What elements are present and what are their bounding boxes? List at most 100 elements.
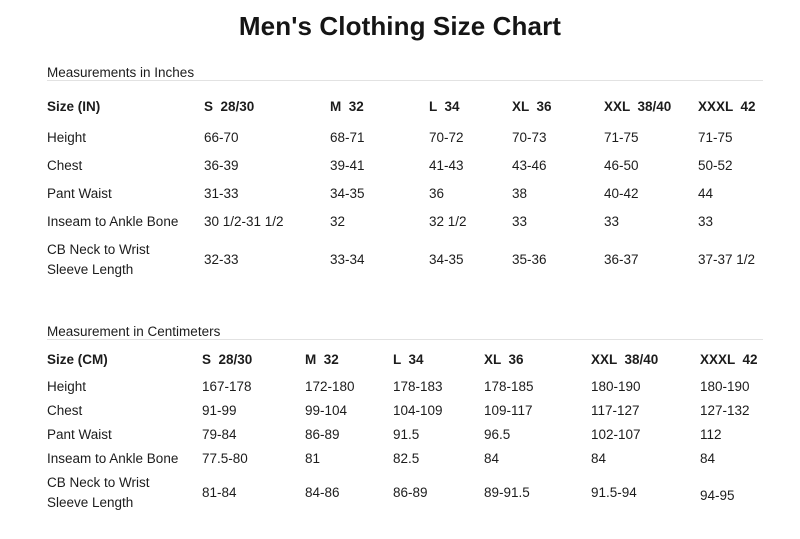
cell: 77.5-80 [202, 451, 248, 466]
cell: 37-37 1/2 [698, 252, 756, 267]
cell: 84 [700, 451, 716, 466]
cell: 43-46 [512, 158, 547, 173]
cell: 81 [305, 451, 321, 466]
cell: 38 [512, 186, 528, 201]
cell: 44 [698, 186, 714, 201]
row-label: Height [47, 379, 87, 394]
inches-size-table: Size (IN) S 28/30 M 32 L 34 XL 36 XXL 38… [47, 80, 763, 284]
row-label: Pant Waist [47, 186, 112, 201]
cell: 104-109 [393, 403, 443, 418]
column-header-s: S 28/30 [204, 99, 255, 114]
cell: 127-132 [700, 403, 750, 418]
table-row-chest: Chest 91-99 99-104 104-109 109-117 117-1… [47, 399, 763, 423]
table-row-chest: Chest 36-39 39-41 41-43 43-46 46-50 50-5… [47, 152, 763, 180]
cell: 99-104 [305, 403, 348, 418]
cell: 79-84 [202, 427, 237, 442]
cell: 36-37 [604, 252, 639, 267]
column-header-s: S 28/30 [202, 352, 253, 367]
centimeters-size-table: Size (CM) S 28/30 M 32 L 34 XL 36 XXL 38… [47, 339, 763, 515]
table-row-height: Height 167-178 172-180 178-183 178-185 1… [47, 375, 763, 399]
cell: 117-127 [591, 403, 640, 418]
cell: 178-183 [393, 379, 443, 394]
cell: 32 1/2 [429, 214, 467, 229]
column-header-l: L 34 [429, 99, 460, 114]
row-label: CB Neck to Wrist Sleeve Length [47, 242, 150, 277]
row-label: Height [47, 130, 87, 145]
cell: 112 [700, 427, 722, 442]
inches-subtitle: Measurements in Inches [47, 65, 195, 80]
column-header-xxxl: XXXL 42 [698, 99, 756, 114]
cell: 35-36 [512, 252, 547, 267]
cell: 81-84 [202, 485, 237, 500]
cell: 46-50 [604, 158, 639, 173]
row-label: Chest [47, 158, 83, 173]
cell: 91.5 [393, 427, 420, 442]
cell: 96.5 [484, 427, 511, 442]
column-header-xl: XL 36 [484, 352, 524, 367]
cell: 41-43 [429, 158, 464, 173]
page-title: Men's Clothing Size Chart [238, 11, 562, 41]
cell: 82.5 [393, 451, 420, 466]
cell: 89-91.5 [484, 485, 530, 500]
cell: 102-107 [591, 427, 641, 442]
cell: 84 [591, 451, 607, 466]
row-label: Inseam to Ankle Bone [47, 214, 179, 229]
cell: 84 [484, 451, 500, 466]
row-label: Pant Waist [47, 427, 112, 442]
column-header-size: Size (IN) [47, 99, 101, 114]
cell: 30 1/2-31 1/2 [204, 214, 284, 229]
table-row-cb-neck: CB Neck to Wrist Sleeve Length 81-84 84-… [47, 471, 763, 515]
cell: 172-180 [305, 379, 355, 394]
cell: 178-185 [484, 379, 534, 394]
cell: 86-89 [393, 485, 428, 500]
column-header-xxl: XXL 38/40 [604, 99, 672, 114]
column-header-xxl: XXL 38/40 [591, 352, 659, 367]
table-row-pant-waist: Pant Waist 79-84 86-89 91.5 96.5 102-107… [47, 423, 763, 447]
cell: 71-75 [698, 130, 733, 145]
row-label: CB Neck to Wrist Sleeve Length [47, 475, 150, 510]
cell: 91-99 [202, 403, 237, 418]
table-row-pant-waist: Pant Waist 31-33 34-35 36 38 40-42 44 [47, 180, 763, 208]
cell: 86-89 [305, 427, 340, 442]
cell: 70-73 [512, 130, 547, 145]
table-header-row: Size (CM) S 28/30 M 32 L 34 XL 36 XXL 38… [47, 340, 763, 376]
cell: 33 [512, 214, 528, 229]
cell: 70-72 [429, 130, 464, 145]
column-header-l: L 34 [393, 352, 424, 367]
centimeters-subtitle: Measurement in Centimeters [47, 324, 221, 339]
row-label: Chest [47, 403, 83, 418]
table-row-inseam: Inseam to Ankle Bone 77.5-80 81 82.5 84 … [47, 447, 763, 471]
column-header-m: M 32 [330, 99, 364, 114]
table-row-height: Height 66-70 68-71 70-72 70-73 71-75 71-… [47, 124, 763, 152]
column-header-xl: XL 36 [512, 99, 552, 114]
row-label: Inseam to Ankle Bone [47, 451, 179, 466]
cell: 33 [698, 214, 714, 229]
cell: 36-39 [204, 158, 239, 173]
cell: 66-70 [204, 130, 239, 145]
column-header-xxxl: XXXL 42 [700, 352, 758, 367]
cell: 33 [604, 214, 620, 229]
cell: 167-178 [202, 379, 252, 394]
table-row-inseam: Inseam to Ankle Bone 30 1/2-31 1/2 32 32… [47, 208, 763, 236]
cell: 109-117 [484, 403, 533, 418]
column-header-size: Size (CM) [47, 352, 108, 367]
cell: 180-190 [591, 379, 641, 394]
cell: 40-42 [604, 186, 639, 201]
cell: 32-33 [204, 252, 239, 267]
cell: 39-41 [330, 158, 365, 173]
table-header-row: Size (IN) S 28/30 M 32 L 34 XL 36 XXL 38… [47, 81, 763, 125]
cell: 36 [429, 186, 445, 201]
cell: 91.5-94 [591, 485, 637, 500]
inches-section: Measurements in Inches Size (IN) S 28/30… [47, 66, 763, 284]
cell: 32 [330, 214, 346, 229]
table-row-cb-neck: CB Neck to Wrist Sleeve Length 32-33 33-… [47, 236, 763, 284]
cell: 34-35 [429, 252, 464, 267]
centimeters-section: Measurement in Centimeters Size (CM) S 2… [47, 325, 763, 515]
cell: 180-190 [700, 379, 750, 394]
cell: 31-33 [204, 186, 239, 201]
cell: 50-52 [698, 158, 733, 173]
cell: 94-95 [700, 487, 735, 503]
cell: 68-71 [330, 130, 365, 145]
cell: 34-35 [330, 186, 365, 201]
